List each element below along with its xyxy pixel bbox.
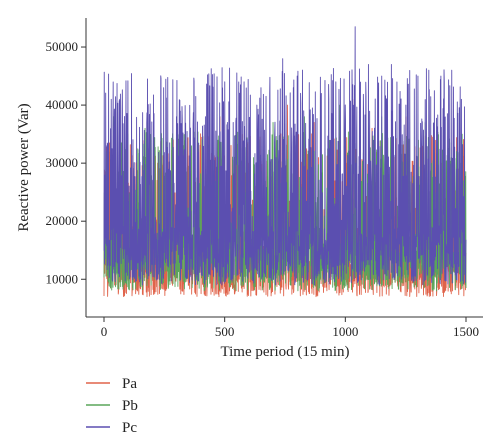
series-layer	[103, 26, 467, 298]
x-tick-label: 1000	[332, 324, 358, 339]
y-tick-label: 10000	[46, 271, 79, 286]
x-tick-label: 500	[215, 324, 235, 339]
x-tick-label: 0	[101, 324, 108, 339]
x-tick-label: 1500	[453, 324, 479, 339]
axes-layer	[85, 18, 483, 318]
legend-label-pb: Pb	[122, 398, 138, 414]
series-line-pc	[103, 26, 467, 286]
y-tick-label: 20000	[46, 213, 79, 228]
y-tick-label: 40000	[46, 97, 79, 112]
y-tick-label: 50000	[46, 39, 79, 54]
legend: Pa Pb Pc	[86, 376, 138, 436]
legend-label-pc: Pc	[122, 420, 137, 436]
y-tick-label: 30000	[46, 155, 79, 170]
ticks-layer: 0 500 1000 1500 10000 20000 30000 40000 50000	[46, 39, 480, 339]
y-axis-title: Reactive power (Var)	[16, 103, 32, 231]
x-axis-title: Time period (15 min)	[220, 344, 349, 360]
legend-label-pa: Pa	[122, 376, 137, 392]
